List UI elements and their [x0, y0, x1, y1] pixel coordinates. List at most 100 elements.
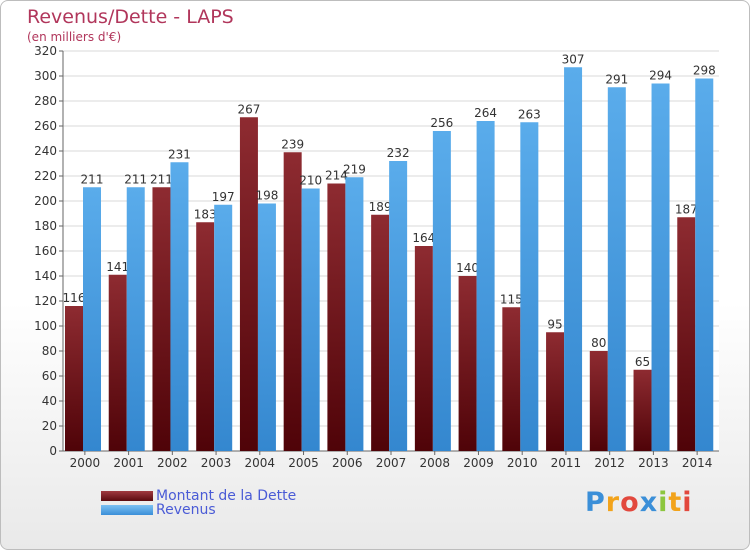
y-tick-label: 280 — [34, 94, 57, 108]
x-tick-label: 2007 — [376, 456, 407, 470]
legend-label-dette: Montant de la Dette — [156, 488, 297, 504]
bar-revenus — [301, 188, 320, 451]
data-label-revenus: 198 — [255, 189, 278, 203]
bar-dette — [546, 332, 565, 451]
x-tick-label: 2001 — [113, 456, 144, 470]
data-label-dette: 95 — [547, 317, 562, 331]
x-tick-label: 2000 — [70, 456, 101, 470]
bar-dette — [196, 222, 215, 451]
logo-letter: o — [620, 487, 640, 518]
data-label-revenus: 231 — [168, 147, 191, 161]
logo-letter: r — [605, 487, 621, 518]
data-label-dette: 189 — [369, 200, 392, 214]
bar-revenus — [607, 87, 626, 451]
bar-revenus — [651, 83, 670, 451]
data-label-dette: 141 — [106, 260, 129, 274]
x-tick-label: 2011 — [551, 456, 582, 470]
data-label-dette: 164 — [412, 231, 435, 245]
data-label-revenus: 219 — [343, 162, 366, 176]
bar-dette — [633, 369, 652, 451]
bar-revenus — [345, 177, 364, 451]
bar-dette — [65, 306, 83, 451]
data-label-dette: 214 — [325, 169, 348, 183]
bar-dette — [677, 217, 696, 451]
logo-letter: i — [682, 487, 693, 518]
y-tick-label: 180 — [34, 219, 57, 233]
bar-revenus — [214, 204, 233, 451]
y-tick-label: 20 — [42, 419, 57, 433]
y-tick-label: 240 — [34, 144, 57, 158]
data-label-revenus: 294 — [649, 69, 672, 83]
bar-dette — [239, 117, 258, 451]
y-tick-label: 160 — [34, 244, 57, 258]
logo-letter: P — [585, 487, 606, 518]
data-label-revenus: 210 — [299, 174, 322, 188]
data-label-revenus: 291 — [605, 72, 628, 86]
x-tick-label: 2008 — [419, 456, 450, 470]
bar-dette — [502, 307, 521, 451]
data-label-revenus: 264 — [474, 106, 497, 120]
logo-letter: t — [668, 487, 683, 518]
y-tick-label: 100 — [34, 319, 57, 333]
bar-revenus — [257, 203, 276, 451]
x-tick-label: 2002 — [157, 456, 188, 470]
x-tick-label: 2010 — [507, 456, 538, 470]
y-tick-label: 140 — [34, 269, 57, 283]
data-label-dette: 115 — [500, 292, 523, 306]
x-tick-label: 2006 — [332, 456, 363, 470]
data-label-revenus: 197 — [212, 190, 235, 204]
x-tick-label: 2014 — [682, 456, 713, 470]
bar-dette — [458, 276, 477, 451]
bar-revenus — [126, 187, 145, 451]
bar-dette — [108, 274, 127, 451]
bar-revenus — [432, 131, 451, 451]
logo-letter: x — [639, 487, 659, 518]
y-tick-label: 60 — [42, 369, 57, 383]
bar-revenus — [389, 161, 408, 451]
data-label-revenus: 298 — [693, 64, 716, 78]
data-label-dette: 140 — [456, 261, 479, 275]
x-tick-label: 2003 — [201, 456, 232, 470]
y-tick-label: 40 — [42, 394, 57, 408]
x-tick-label: 2012 — [594, 456, 625, 470]
data-label-revenus: 232 — [387, 146, 410, 160]
y-tick-label: 120 — [34, 294, 57, 308]
data-label-dette: 183 — [194, 207, 217, 221]
data-label-revenus: 263 — [518, 107, 541, 121]
x-tick-label: 2004 — [245, 456, 276, 470]
bar-dette — [371, 214, 390, 451]
data-label-dette: 211 — [150, 172, 173, 186]
data-label-dette: 187 — [675, 202, 698, 216]
data-label-dette: 239 — [281, 137, 304, 151]
bar-revenus — [520, 122, 539, 451]
y-tick-label: 220 — [34, 169, 57, 183]
bar-revenus — [564, 67, 583, 451]
bar-revenus — [476, 121, 495, 451]
data-label-revenus: 211 — [81, 172, 104, 186]
bar-dette — [327, 183, 346, 451]
y-tick-label: 320 — [34, 44, 57, 58]
chart-title: Revenus/Dette - LAPS — [27, 6, 234, 28]
bar-revenus — [83, 187, 101, 451]
x-tick-label: 2009 — [463, 456, 494, 470]
data-label-dette: 80 — [591, 336, 606, 350]
logo-letter: i — [658, 487, 669, 518]
legend-swatch-revenus — [101, 505, 153, 515]
y-tick-label: 80 — [42, 344, 57, 358]
data-label-dette: 116 — [63, 291, 86, 305]
x-tick-label: 2005 — [288, 456, 319, 470]
legend-label-revenus: Revenus — [156, 502, 216, 518]
proxiti-logo: Proxiti — [585, 487, 693, 518]
bar-dette — [414, 246, 433, 451]
bar-revenus — [695, 78, 714, 451]
data-label-revenus: 307 — [562, 52, 585, 66]
legend-swatch-dette — [101, 491, 153, 501]
bar-dette — [152, 187, 171, 451]
bar-dette — [589, 351, 608, 451]
data-label-revenus: 211 — [124, 172, 147, 186]
y-tick-label: 200 — [34, 194, 57, 208]
y-tick-label: 260 — [34, 119, 57, 133]
x-tick-label: 2013 — [638, 456, 669, 470]
